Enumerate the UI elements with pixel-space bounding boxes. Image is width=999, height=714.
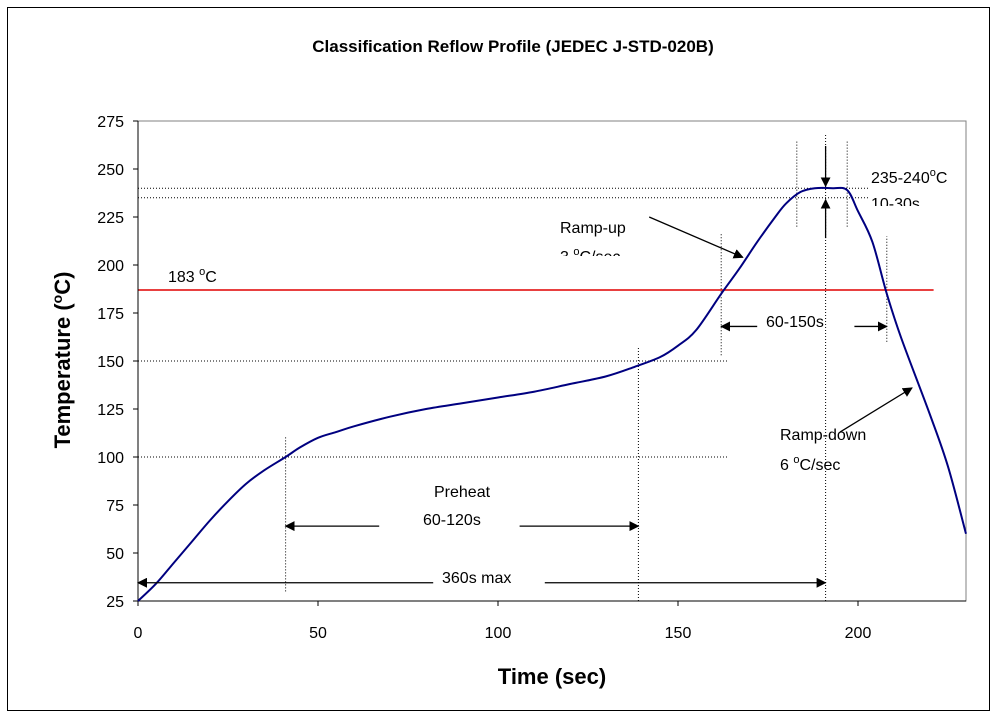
y-tick-label: 75 [106,498,124,515]
y-tick-label: 150 [97,354,124,371]
ramp-down-label-2: 6 oC/sec [780,454,840,474]
max-time-label: 360s max [442,570,511,587]
y-tick-label: 275 [97,114,124,131]
x-tick-label: 50 [309,625,327,642]
annotation-arrows [137,145,913,588]
y-tick-label: 200 [97,258,124,275]
ramp-up-arrow [648,216,744,259]
ramp-down-arrow [839,387,913,433]
ramp-up-label-clip [555,256,645,268]
y-tick-label: 25 [106,594,124,611]
ramp-down-label-1: Ramp-down [780,427,866,444]
x-tick-label: 150 [665,625,692,642]
temperature-profile-line [137,186,967,602]
ramp-up-label-1: Ramp-up [560,220,626,237]
y-tick-label: 125 [97,402,124,419]
y-tick-label: 175 [97,306,124,323]
y-axis-degree-sup: o [49,295,65,304]
time-above-label: 60-150s [766,314,824,331]
preheat-label-2: 60-120s [423,512,481,529]
chart-frame [7,7,990,711]
profile-series [137,186,967,602]
y-axis-unit: C) [50,272,75,295]
y-tick-label: 225 [97,210,124,227]
x-tick-labels: 0 50 100 150 200 [134,601,872,642]
preheat-label-1: Preheat [434,484,491,501]
x-tick-label: 0 [134,625,143,642]
x-tick-label: 200 [845,625,872,642]
y-axis-label: Temperature (oC) [49,272,75,449]
y-tick-label: 100 [97,450,124,467]
y-tick-labels: 25 50 75 100 125 150 175 200 225 250 275 [97,114,138,611]
peak-temp-label: 235-240oC [871,167,947,187]
x-axis-label: Time (sec) [498,664,606,689]
peak-time-label-clip [866,206,956,218]
y-tick-label: 50 [106,546,124,563]
reference-lines [138,134,934,601]
chart-title: Classification Reflow Profile (JEDEC J-S… [312,37,713,56]
threshold-label: 183 oC [168,266,217,286]
y-tick-label: 250 [97,162,124,179]
x-tick-label: 100 [485,625,512,642]
